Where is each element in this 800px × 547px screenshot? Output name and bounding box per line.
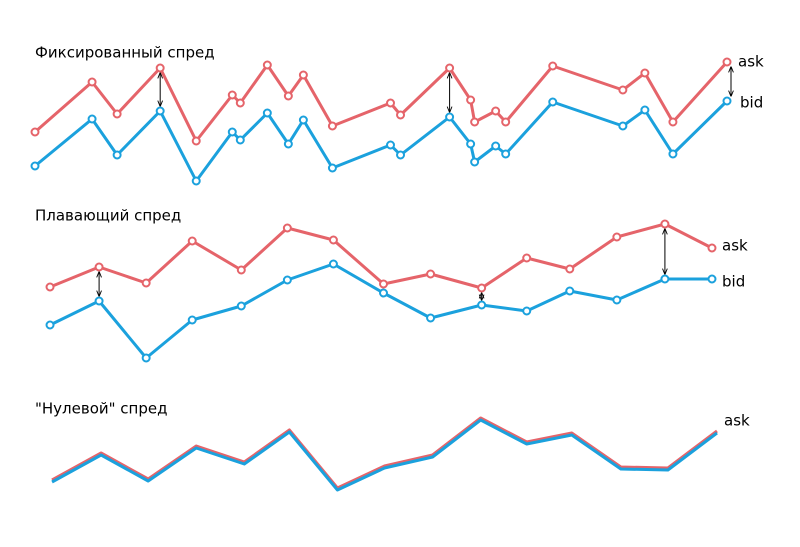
- point-marker: [491, 106, 501, 116]
- point-marker: [548, 61, 558, 71]
- series-label: bid: [740, 94, 763, 112]
- point-marker: [30, 161, 40, 171]
- point-marker: [565, 286, 575, 296]
- point-marker: [707, 274, 717, 284]
- series-label: ask: [722, 237, 748, 255]
- point-marker: [379, 279, 389, 289]
- point-marker: [298, 70, 308, 80]
- point-marker: [227, 127, 237, 137]
- point-marker: [396, 110, 406, 120]
- point-marker: [660, 274, 670, 284]
- point-marker: [548, 97, 558, 107]
- point-marker: [522, 306, 532, 316]
- point-marker: [283, 91, 293, 101]
- chart-title: Плавающий спред: [35, 207, 181, 225]
- point-marker: [327, 163, 337, 173]
- point-marker: [227, 90, 237, 100]
- point-marker: [94, 262, 104, 272]
- point-marker: [328, 235, 338, 245]
- point-marker: [87, 77, 97, 87]
- series-label: bid: [722, 273, 745, 291]
- point-marker: [94, 296, 104, 306]
- point-marker: [386, 98, 396, 108]
- point-marker: [477, 300, 487, 310]
- point-marker: [618, 121, 628, 131]
- point-marker: [141, 353, 151, 363]
- point-marker: [282, 275, 292, 285]
- point-marker: [298, 115, 308, 125]
- point-marker: [87, 114, 97, 124]
- point-marker: [660, 219, 670, 229]
- point-marker: [501, 117, 511, 127]
- point-marker: [386, 140, 396, 150]
- point-marker: [668, 117, 678, 127]
- point-marker: [491, 141, 501, 151]
- series-line: [34, 99, 729, 183]
- point-marker: [470, 117, 480, 127]
- point-marker: [477, 283, 487, 293]
- point-marker: [112, 150, 122, 160]
- series-line: [51, 418, 718, 492]
- point-marker: [191, 136, 201, 146]
- point-marker: [235, 98, 245, 108]
- point-marker: [236, 265, 246, 275]
- point-marker: [262, 60, 272, 70]
- point-marker: [565, 264, 575, 274]
- series-line: [51, 416, 718, 490]
- series-line: [49, 222, 713, 290]
- point-marker: [466, 139, 476, 149]
- point-marker: [235, 135, 245, 145]
- point-marker: [282, 223, 292, 233]
- chart-title: "Нулевой" спред: [35, 400, 167, 418]
- point-marker: [707, 243, 717, 253]
- point-marker: [618, 85, 628, 95]
- point-marker: [379, 288, 389, 298]
- point-marker: [327, 121, 337, 131]
- series-label: ask: [738, 53, 764, 71]
- point-marker: [262, 108, 272, 118]
- point-marker: [722, 96, 732, 106]
- point-marker: [426, 269, 436, 279]
- point-marker: [668, 149, 678, 159]
- point-marker: [328, 259, 338, 269]
- point-marker: [445, 63, 455, 73]
- point-marker: [640, 68, 650, 78]
- point-marker: [426, 313, 436, 323]
- point-marker: [283, 139, 293, 149]
- point-marker: [612, 295, 622, 305]
- point-marker: [155, 63, 165, 73]
- point-marker: [30, 127, 40, 137]
- point-marker: [155, 106, 165, 116]
- point-marker: [640, 105, 650, 115]
- point-marker: [141, 278, 151, 288]
- point-marker: [445, 112, 455, 122]
- point-marker: [45, 320, 55, 330]
- point-marker: [396, 150, 406, 160]
- series-label: ask: [724, 412, 750, 430]
- point-marker: [45, 282, 55, 292]
- point-marker: [470, 157, 480, 167]
- point-marker: [466, 95, 476, 105]
- point-marker: [187, 315, 197, 325]
- point-marker: [187, 236, 197, 246]
- point-marker: [112, 109, 122, 119]
- point-marker: [501, 149, 511, 159]
- chart-title: Фиксированный спред: [35, 44, 215, 62]
- point-marker: [722, 57, 732, 67]
- point-marker: [236, 301, 246, 311]
- point-marker: [522, 253, 532, 263]
- point-marker: [612, 232, 622, 242]
- point-marker: [191, 176, 201, 186]
